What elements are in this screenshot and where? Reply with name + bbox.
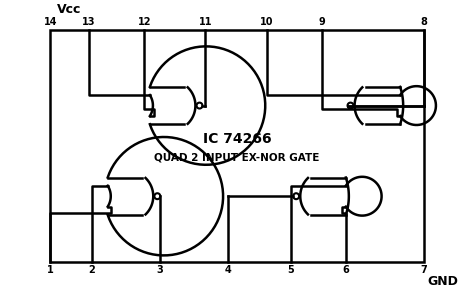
Text: Vcc: Vcc — [57, 3, 82, 16]
Text: 12: 12 — [137, 17, 151, 27]
Text: 5: 5 — [287, 265, 294, 275]
Text: 8: 8 — [420, 17, 427, 27]
Text: 3: 3 — [156, 265, 163, 275]
Text: 9: 9 — [319, 17, 325, 27]
Text: 4: 4 — [224, 265, 231, 275]
Circle shape — [197, 103, 202, 109]
Text: 10: 10 — [260, 17, 273, 27]
Text: 14: 14 — [44, 17, 57, 27]
Circle shape — [347, 103, 354, 109]
Bar — [50, 29, 424, 262]
Text: 6: 6 — [343, 265, 349, 275]
Text: 11: 11 — [199, 17, 212, 27]
Text: QUAD 2 INPUT EX-NOR GATE: QUAD 2 INPUT EX-NOR GATE — [155, 152, 319, 162]
Text: 2: 2 — [89, 265, 95, 275]
Text: IC 74266: IC 74266 — [203, 132, 271, 146]
Circle shape — [155, 193, 160, 199]
Text: 7: 7 — [420, 265, 427, 275]
Text: 13: 13 — [82, 17, 96, 27]
Text: 1: 1 — [47, 265, 54, 275]
Circle shape — [293, 193, 299, 199]
Text: GND: GND — [428, 276, 458, 288]
